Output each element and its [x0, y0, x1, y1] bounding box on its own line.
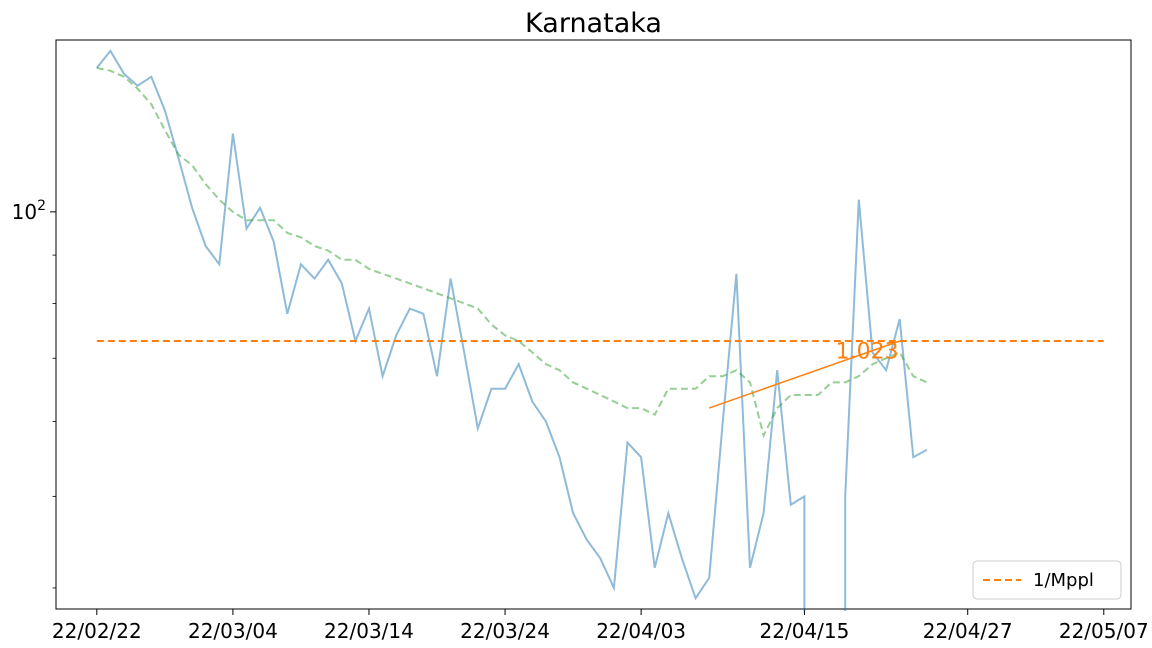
series-line-1: [844, 199, 928, 611]
x-tick-label: 22/03/04: [188, 619, 278, 643]
legend-box: [972, 560, 1122, 600]
x-tick-label: 22/05/07: [1059, 619, 1149, 643]
chart-title: Karnataka: [525, 8, 662, 39]
plot-area: 22/02/22 22/03/04 22/03/14 22/03/24 22/04/03…: [12, 39, 1149, 643]
y-tick-label: 102: [12, 198, 46, 224]
series-layer: [96, 49, 928, 611]
reference-layer: [96, 340, 1104, 409]
plot-frame: [55, 39, 1132, 610]
annotation-label: 1.023: [836, 339, 899, 364]
legend-label: 1/Mppl: [1033, 570, 1094, 591]
trend-line: [708, 340, 900, 409]
axis-ticks: 22/02/22 22/03/04 22/03/14 22/03/24 22/04/03…: [12, 198, 1149, 643]
x-tick-label: 22/03/14: [324, 619, 414, 643]
series-line-2: [96, 66, 928, 439]
x-tick-label: 22/02/22: [52, 619, 142, 643]
x-tick-label: 22/04/15: [760, 619, 850, 643]
x-tick-label: 22/03/24: [460, 619, 550, 643]
x-tick-label: 22/04/03: [596, 619, 686, 643]
x-tick-label: 22/04/27: [923, 619, 1013, 643]
annotation-layer: 1.023: [836, 339, 899, 364]
legend: 1/Mppl: [972, 560, 1122, 600]
series-line-1: [96, 49, 806, 611]
